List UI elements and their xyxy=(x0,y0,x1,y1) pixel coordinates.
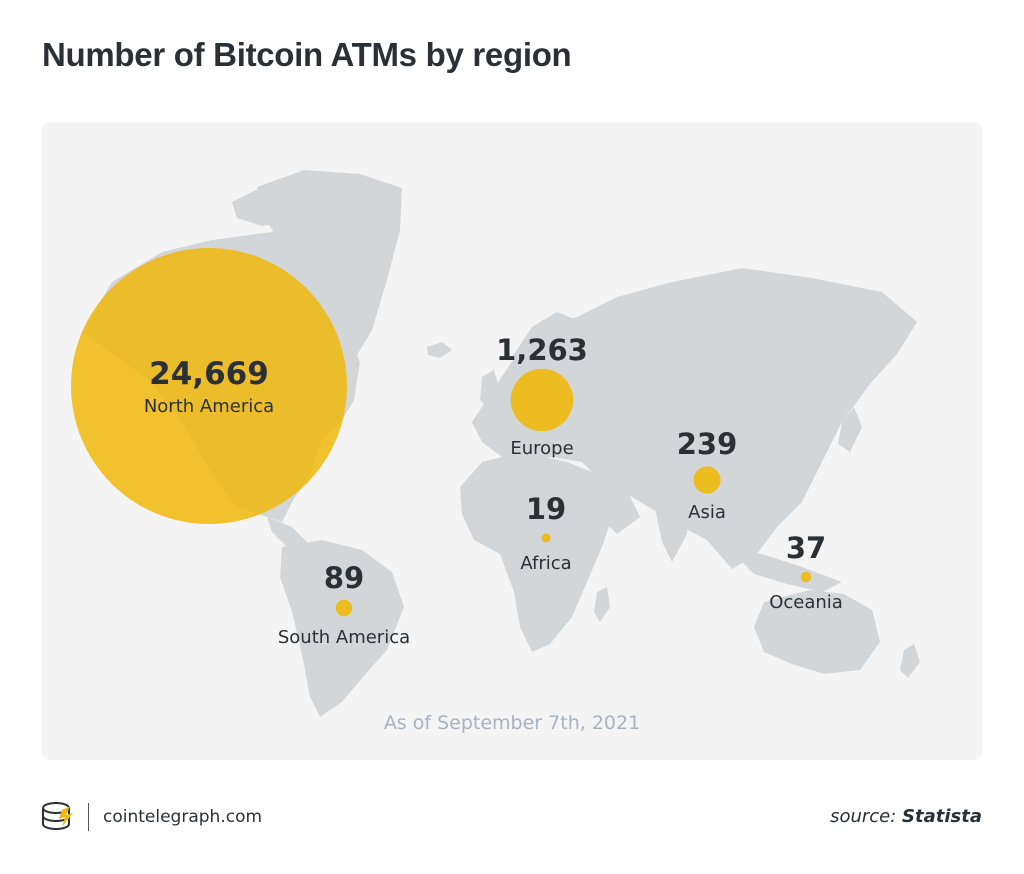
africa-land xyxy=(460,452,614,652)
world-map-card: 24,669 North America 1,263 Europe 239 Asia 89 S… xyxy=(42,122,982,760)
world-map: 24,669 North America 1,263 Europe 239 Asia 89 S… xyxy=(71,170,920,717)
region-label-europe: Europe xyxy=(510,438,573,459)
eurasia-land xyxy=(472,268,917,569)
bubble-layer: 24,669 North America 1,263 Europe 239 Asia 89 S… xyxy=(71,248,843,648)
greenland-land xyxy=(257,170,402,360)
madagascar-land xyxy=(594,587,610,622)
india-land xyxy=(652,494,690,562)
region-label-south-america: South America xyxy=(278,627,410,648)
bubble-north-america xyxy=(71,248,347,524)
site-domain[interactable]: cointelegraph.com xyxy=(103,807,263,827)
south-america-land xyxy=(280,540,404,717)
cointelegraph-logo-icon xyxy=(42,802,73,830)
iceland-land xyxy=(427,342,452,358)
as-of-date: As of September 7th, 2021 xyxy=(383,712,641,734)
source-credit: source: Statista xyxy=(830,806,982,827)
value-label-asia: 239 xyxy=(677,427,738,461)
region-label-asia: Asia xyxy=(688,502,726,523)
region-label-africa: Africa xyxy=(520,553,571,574)
bubble-africa xyxy=(541,533,551,543)
bubble-oceania xyxy=(800,571,812,583)
scandinavia-land xyxy=(512,312,582,384)
source-name: Statista xyxy=(902,806,982,827)
bubble-europe xyxy=(510,368,574,432)
southeast-asia-islands-land xyxy=(732,552,842,592)
japan-land xyxy=(838,407,862,452)
bubble-asia xyxy=(693,466,721,494)
british-isles-land xyxy=(480,370,500,410)
value-label-oceania: 37 xyxy=(786,531,826,565)
region-label-north-america: North America xyxy=(144,396,274,417)
footer-divider xyxy=(88,803,89,831)
value-label-north-america: 24,669 xyxy=(149,356,269,392)
source-prefix: source: xyxy=(830,806,897,827)
bubble-south-america xyxy=(335,599,353,617)
value-label-africa: 19 xyxy=(526,492,566,526)
chart-title: Number of Bitcoin ATMs by region xyxy=(42,36,572,73)
footer-brand: cointelegraph.com xyxy=(40,800,262,834)
value-label-europe: 1,263 xyxy=(496,333,588,367)
new-zealand-land xyxy=(900,644,920,678)
region-label-oceania: Oceania xyxy=(769,592,843,613)
australia-land xyxy=(754,590,880,674)
value-label-south-america: 89 xyxy=(324,561,364,595)
